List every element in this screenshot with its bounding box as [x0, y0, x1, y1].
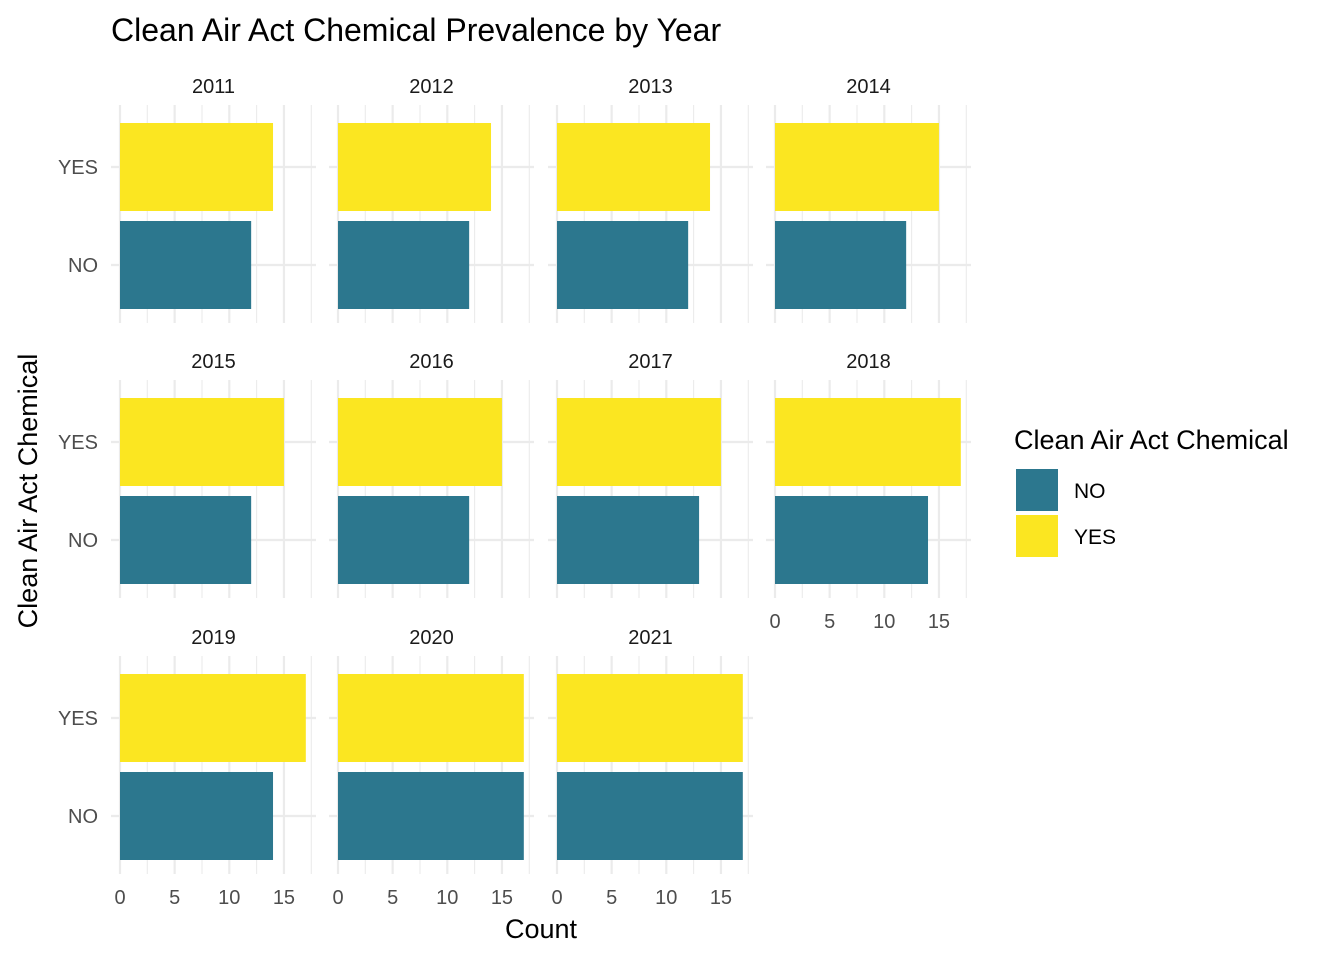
- x-tick-label: 15: [273, 887, 295, 909]
- legend-key-no: [1016, 469, 1058, 511]
- x-tick-label: 0: [332, 887, 343, 909]
- facet-panel-2015: 2015 YES NO: [58, 351, 316, 598]
- x-axis-title: Count: [505, 914, 578, 944]
- x-tick-label: 0: [114, 887, 125, 909]
- facet-strip-label: 2015: [191, 351, 236, 373]
- bar-2021-yes: [557, 674, 743, 762]
- facet-strip-label: 2014: [846, 76, 891, 98]
- legend-key-yes: [1016, 515, 1058, 557]
- facet-panel-2021: 2021 0 5 10 15: [548, 627, 753, 909]
- facet-strip-label: 2019: [191, 627, 236, 649]
- bar-2015-no: [120, 496, 252, 584]
- facet-panel-2019: 2019 YES NO 0 5 10 15: [58, 627, 316, 909]
- x-tick-label: 0: [551, 887, 562, 909]
- y-tick-label: YES: [58, 708, 98, 730]
- facet-panel-2017: 2017: [548, 351, 753, 598]
- bar-2011-no: [120, 221, 252, 309]
- bar-2011-yes: [120, 123, 274, 211]
- x-tick-label: 15: [491, 887, 513, 909]
- y-tick-label: NO: [68, 255, 98, 277]
- y-tick-label: NO: [68, 806, 98, 828]
- bar-2017-no: [557, 496, 700, 584]
- x-tick-label: 0: [769, 611, 780, 633]
- y-tick-label: NO: [68, 530, 98, 552]
- x-tick-label: 5: [606, 887, 617, 909]
- x-tick-label: 5: [824, 611, 835, 633]
- facet-strip-label: 2013: [628, 76, 673, 98]
- bar-2015-yes: [120, 398, 284, 486]
- bar-2016-no: [338, 496, 470, 584]
- y-tick-label: YES: [58, 432, 98, 454]
- facet-panel-2012: 2012: [329, 76, 534, 323]
- bar-2016-yes: [338, 398, 502, 486]
- bar-2014-yes: [775, 123, 939, 211]
- bar-2019-yes: [120, 674, 306, 762]
- bar-2014-no: [775, 221, 907, 309]
- facet-strip-label: 2021: [628, 627, 673, 649]
- x-tick-label: 10: [218, 887, 240, 909]
- facet-strip-label: 2020: [409, 627, 454, 649]
- x-tick-label: 10: [436, 887, 458, 909]
- legend-label-yes: YES: [1074, 526, 1116, 549]
- facet-strip-label: 2016: [409, 351, 454, 373]
- legend-title: Clean Air Act Chemical: [1014, 425, 1289, 455]
- x-tick-label: 15: [928, 611, 950, 633]
- bar-2018-yes: [775, 398, 961, 486]
- x-tick-label: 10: [655, 887, 677, 909]
- bar-2012-yes: [338, 123, 492, 211]
- facet-panel-2016: 2016: [329, 351, 534, 598]
- bar-2013-no: [557, 221, 689, 309]
- chart-title: Clean Air Act Chemical Prevalence by Yea…: [111, 12, 721, 48]
- facet-panel-2013: 2013: [548, 76, 753, 323]
- y-axis-title: Clean Air Act Chemical: [13, 354, 43, 629]
- facet-strip-label: 2012: [409, 76, 454, 98]
- x-tick-label: 15: [710, 887, 732, 909]
- bar-2019-no: [120, 772, 274, 860]
- legend: Clean Air Act Chemical NO YES: [1014, 425, 1289, 557]
- facet-strip-label: 2017: [628, 351, 673, 373]
- bar-2021-no: [557, 772, 743, 860]
- x-tick-label: 10: [873, 611, 895, 633]
- bar-2020-yes: [338, 674, 524, 762]
- facet-panel-2020: 2020 0 5 10 15: [329, 627, 534, 909]
- bar-2013-yes: [557, 123, 711, 211]
- legend-label-no: NO: [1074, 480, 1106, 503]
- y-tick-label: YES: [58, 157, 98, 179]
- x-tick-label: 5: [387, 887, 398, 909]
- bar-2020-no: [338, 772, 524, 860]
- bar-2018-no: [775, 496, 929, 584]
- facet-panel-2018: 2018 0 5 10 15: [766, 351, 971, 633]
- facet-panels: 2011 YES NO 2012 2013 2014 2015 YES NO 2016 2017 20…: [58, 76, 971, 909]
- bar-2012-no: [338, 221, 470, 309]
- x-tick-label: 5: [169, 887, 180, 909]
- facet-panel-2014: 2014: [766, 76, 971, 323]
- facet-panel-2011: 2011 YES NO: [58, 76, 316, 323]
- facet-strip-label: 2011: [192, 76, 235, 98]
- facet-strip-label: 2018: [846, 351, 891, 373]
- bar-2017-yes: [557, 398, 721, 486]
